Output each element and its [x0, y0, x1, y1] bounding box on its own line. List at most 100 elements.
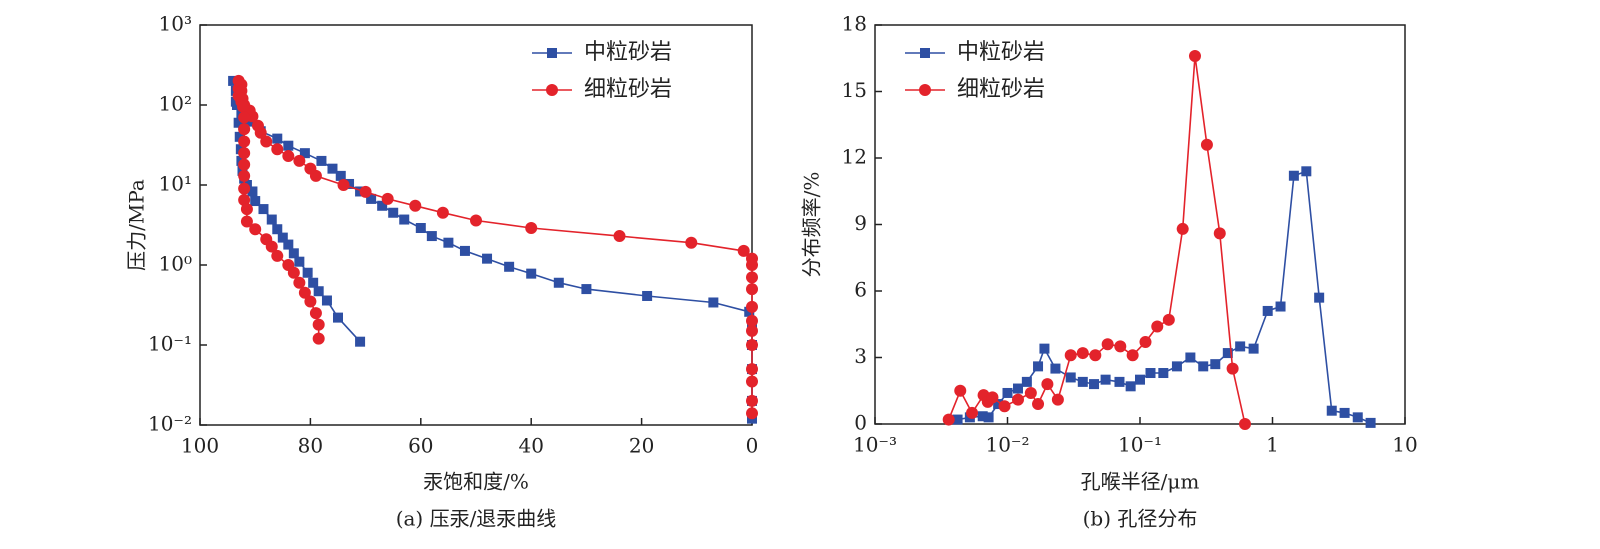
marker — [366, 193, 377, 204]
marker — [288, 248, 299, 259]
marker — [250, 196, 261, 207]
marker — [1145, 368, 1156, 379]
marker — [282, 150, 295, 163]
marker — [299, 148, 310, 159]
marker — [381, 192, 394, 205]
marker — [333, 312, 343, 323]
marker — [952, 414, 963, 425]
marker — [746, 283, 758, 296]
marker — [746, 407, 758, 420]
marker — [1024, 386, 1037, 399]
marker — [272, 133, 283, 144]
marker — [294, 256, 305, 267]
legend-marker — [920, 48, 930, 58]
plot-frame — [874, 24, 1406, 425]
legend-label: 细粒砂岩 — [957, 77, 1045, 102]
marker — [313, 286, 324, 297]
y-tick-label: 10⁻² — [148, 412, 192, 436]
marker — [1200, 138, 1213, 151]
marker — [1185, 352, 1196, 363]
marker — [746, 394, 758, 407]
marker — [237, 100, 250, 113]
marker — [1162, 313, 1175, 326]
marker — [1039, 343, 1050, 354]
x-tick-label: 1 — [1266, 433, 1279, 457]
y-tick-label: 0 — [854, 411, 867, 435]
marker — [1326, 405, 1337, 416]
marker — [470, 214, 482, 227]
marker — [1051, 393, 1064, 406]
x-axis-label: 孔喉半径/μm — [1081, 470, 1200, 494]
marker — [553, 277, 564, 288]
marker — [954, 384, 967, 397]
marker — [287, 266, 300, 279]
marker — [298, 286, 311, 299]
marker — [1176, 222, 1189, 235]
y-tick-label: 12 — [842, 145, 867, 169]
marker — [482, 253, 493, 264]
marker — [321, 295, 332, 306]
marker — [240, 203, 253, 216]
marker — [1077, 376, 1088, 387]
plot-frame — [199, 24, 753, 426]
marker — [277, 232, 288, 243]
marker — [1114, 340, 1127, 353]
marker — [1135, 374, 1145, 385]
marker — [258, 204, 269, 215]
marker — [238, 135, 251, 148]
marker — [613, 230, 626, 243]
marker — [302, 267, 313, 278]
legend-label: 中粒砂岩 — [957, 40, 1045, 65]
marker — [1089, 349, 1102, 362]
y-tick-label: 10⁻¹ — [148, 332, 192, 356]
legend-marker — [547, 48, 557, 58]
marker — [327, 163, 338, 174]
marker — [746, 339, 758, 351]
marker — [746, 314, 758, 327]
marker — [1033, 361, 1044, 372]
y-tick-label: 18 — [842, 12, 867, 36]
marker — [399, 214, 410, 225]
marker — [238, 147, 251, 160]
marker — [1235, 341, 1246, 352]
marker — [1064, 349, 1077, 362]
marker — [746, 300, 758, 313]
marker — [426, 231, 437, 242]
marker — [409, 199, 422, 212]
marker — [1314, 292, 1325, 303]
marker — [1226, 362, 1239, 375]
marker — [459, 245, 470, 256]
marker — [1365, 417, 1376, 428]
marker — [977, 411, 988, 422]
marker — [1002, 387, 1013, 398]
x-tick-label: 20 — [629, 434, 654, 458]
y-tick-label: 3 — [854, 344, 867, 368]
marker — [251, 119, 264, 132]
marker — [293, 276, 306, 289]
marker — [1198, 361, 1209, 372]
marker — [308, 277, 319, 288]
x-tick-label: 0 — [746, 434, 759, 458]
marker — [238, 158, 251, 171]
marker — [283, 239, 294, 250]
x-tick-label: 60 — [408, 434, 433, 458]
marker — [1238, 418, 1251, 430]
x-tick-label: 100 — [181, 434, 219, 458]
marker — [238, 123, 251, 136]
series-line — [237, 78, 753, 414]
marker — [388, 207, 399, 218]
marker — [272, 224, 283, 235]
marker — [1012, 383, 1023, 394]
marker — [271, 143, 284, 156]
marker — [1101, 338, 1114, 351]
x-tick-label: 10⁻³ — [853, 433, 897, 457]
y-axis-label: 压力/MPa — [125, 179, 149, 271]
marker — [708, 297, 719, 308]
marker — [249, 223, 262, 236]
y-tick-label: 10³ — [159, 12, 192, 36]
marker — [1151, 320, 1164, 333]
marker — [436, 206, 449, 219]
marker — [1021, 376, 1032, 387]
marker — [746, 363, 758, 376]
marker — [1352, 412, 1363, 423]
